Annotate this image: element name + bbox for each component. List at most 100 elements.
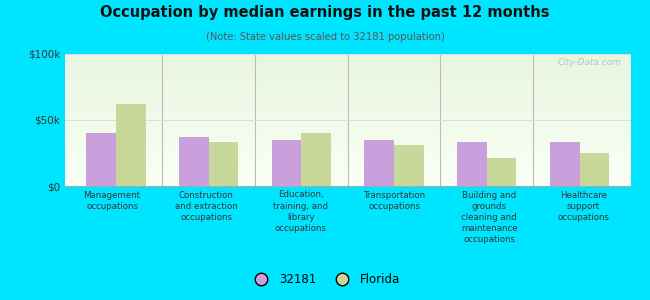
Bar xyxy=(365,140,394,186)
Bar xyxy=(65,76,630,78)
Text: Healthcare
support
occupations: Healthcare support occupations xyxy=(558,190,610,222)
Bar xyxy=(65,73,630,74)
Bar xyxy=(65,99,630,100)
Bar xyxy=(65,150,630,152)
Bar xyxy=(65,70,630,71)
Bar xyxy=(65,68,630,70)
Bar xyxy=(65,75,630,76)
Bar xyxy=(65,57,630,58)
Bar xyxy=(65,125,630,127)
Bar xyxy=(65,141,630,142)
Bar xyxy=(65,178,630,179)
Text: Management
occupations: Management occupations xyxy=(84,190,140,211)
Bar xyxy=(65,96,630,98)
Bar xyxy=(65,123,630,124)
Bar xyxy=(65,80,630,82)
Bar xyxy=(65,116,630,117)
Bar xyxy=(65,88,630,90)
Bar xyxy=(65,124,630,125)
Bar xyxy=(209,142,239,186)
Bar xyxy=(65,177,630,178)
Bar xyxy=(65,84,630,86)
Bar xyxy=(65,127,630,128)
Bar xyxy=(65,95,630,96)
Text: Transportation
occupations: Transportation occupations xyxy=(364,190,426,211)
Bar xyxy=(65,121,630,123)
Text: Occupation by median earnings in the past 12 months: Occupation by median earnings in the pas… xyxy=(100,4,550,20)
Bar xyxy=(65,79,630,80)
Bar xyxy=(65,166,630,167)
Legend: 32181, Florida: 32181, Florida xyxy=(245,269,405,291)
Bar xyxy=(116,104,146,186)
Bar xyxy=(65,115,630,116)
Bar xyxy=(65,55,630,57)
Bar xyxy=(65,82,630,83)
Bar xyxy=(65,170,630,172)
Bar xyxy=(65,182,630,183)
Bar xyxy=(302,133,331,186)
Bar xyxy=(65,104,630,106)
Bar xyxy=(550,142,580,186)
Bar xyxy=(65,158,630,160)
Bar xyxy=(65,110,630,111)
Bar xyxy=(65,87,630,88)
Text: (Note: State values scaled to 32181 population): (Note: State values scaled to 32181 popu… xyxy=(205,32,445,41)
Bar xyxy=(65,92,630,94)
Bar xyxy=(65,111,630,112)
Bar xyxy=(65,153,630,154)
Bar xyxy=(65,107,630,108)
Bar xyxy=(65,169,630,170)
Bar xyxy=(65,103,630,104)
Bar xyxy=(65,98,630,99)
Bar xyxy=(65,63,630,64)
Bar xyxy=(65,71,630,73)
Bar xyxy=(65,91,630,92)
Bar xyxy=(65,160,630,161)
Bar xyxy=(65,100,630,101)
Bar xyxy=(65,117,630,119)
Bar xyxy=(65,59,630,61)
Bar xyxy=(65,78,630,79)
Bar xyxy=(65,94,630,95)
Bar xyxy=(65,58,630,59)
Bar xyxy=(65,119,630,120)
Bar xyxy=(65,176,630,177)
Bar xyxy=(65,165,630,166)
Bar xyxy=(65,129,630,130)
Bar xyxy=(65,152,630,153)
Bar xyxy=(65,183,630,185)
Bar xyxy=(65,113,630,115)
Text: City-Data.com: City-Data.com xyxy=(558,58,622,67)
Bar xyxy=(65,112,630,113)
Bar xyxy=(65,66,630,67)
Bar xyxy=(65,128,630,129)
Bar xyxy=(65,146,630,148)
Bar xyxy=(65,101,630,103)
Bar xyxy=(65,62,630,63)
Bar xyxy=(65,61,630,62)
Bar xyxy=(65,172,630,173)
Bar xyxy=(65,140,630,141)
Bar xyxy=(457,142,487,186)
Bar xyxy=(65,142,630,144)
Bar xyxy=(65,157,630,158)
Bar xyxy=(65,74,630,75)
Bar xyxy=(65,67,630,68)
Bar xyxy=(65,161,630,162)
Bar xyxy=(179,137,209,186)
Bar xyxy=(272,140,302,186)
Bar xyxy=(65,134,630,136)
Bar xyxy=(65,149,630,150)
Bar xyxy=(65,185,630,186)
Bar xyxy=(65,162,630,164)
Bar xyxy=(394,145,424,186)
Bar xyxy=(65,154,630,156)
Bar xyxy=(580,153,609,186)
Bar xyxy=(65,173,630,174)
Bar xyxy=(65,90,630,91)
Text: Education,
training, and
library
occupations: Education, training, and library occupat… xyxy=(273,190,328,233)
Bar xyxy=(65,106,630,107)
Bar xyxy=(65,108,630,110)
Bar xyxy=(65,145,630,146)
Bar xyxy=(65,54,630,55)
